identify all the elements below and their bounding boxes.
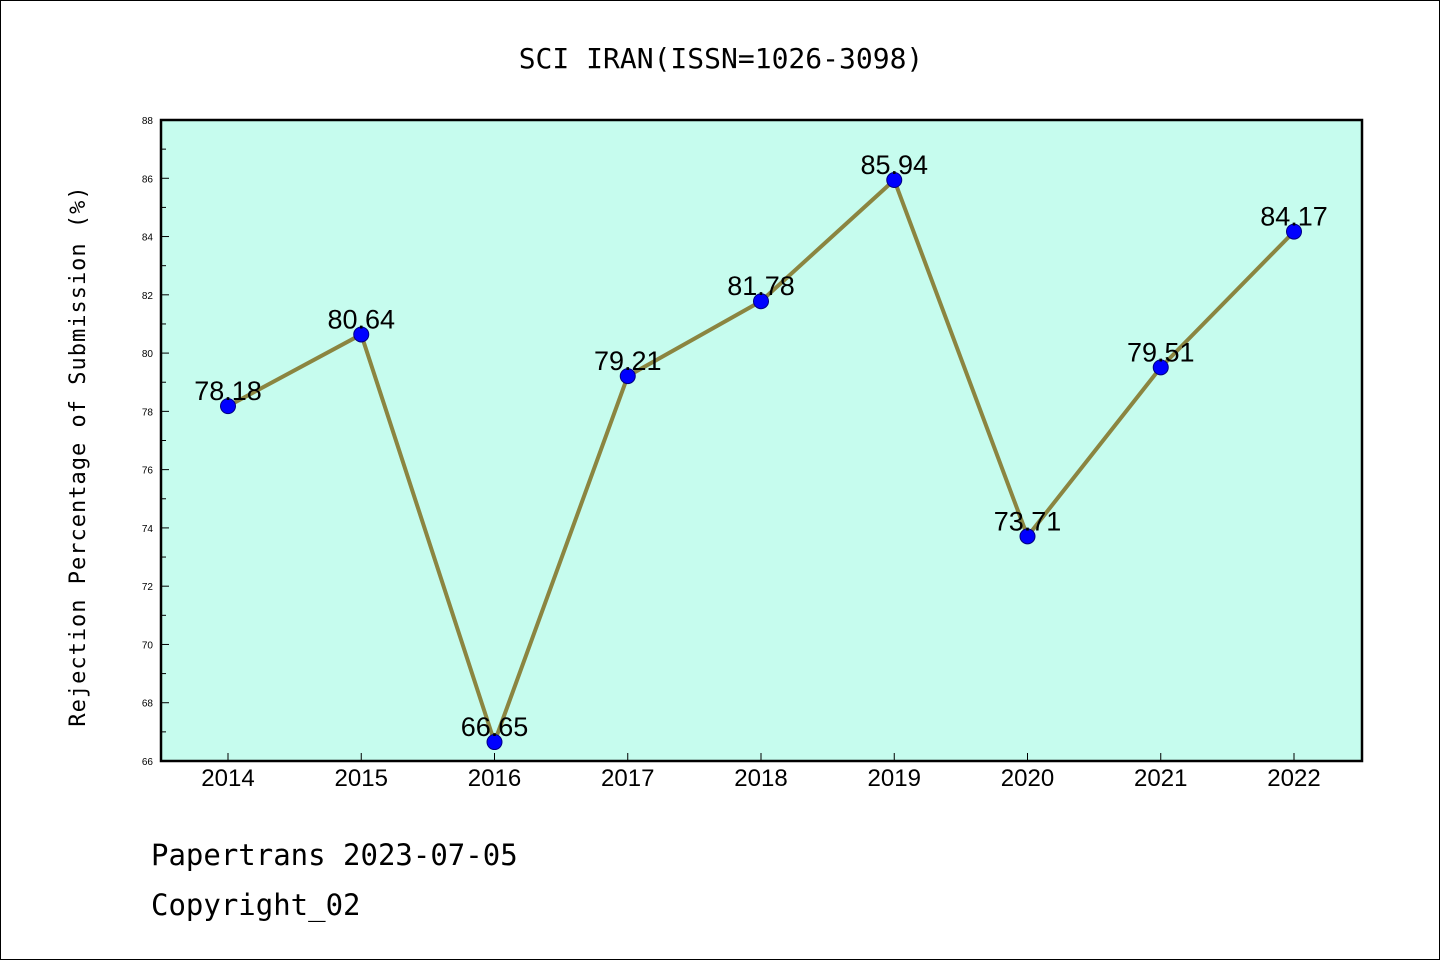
footer-date: Papertrans 2023-07-05	[151, 838, 518, 872]
y-tick-label: 74	[142, 524, 154, 535]
data-point	[486, 734, 503, 751]
y-tick-label: 76	[142, 466, 154, 477]
x-tick-label: 2021	[1134, 765, 1187, 792]
data-label: 78.18	[194, 376, 262, 406]
data-label: 81.78	[727, 271, 795, 301]
data-point	[220, 398, 236, 415]
data-point	[753, 293, 769, 310]
data-point	[1019, 528, 1036, 545]
footer-copyright: Copyright_02	[151, 888, 361, 923]
y-tick-label: 84	[142, 233, 154, 244]
y-tick-label: 86	[142, 174, 154, 185]
data-point	[886, 172, 903, 189]
plot-area	[159, 118, 1364, 763]
x-tick-label: 2019	[868, 765, 921, 792]
data-point	[353, 326, 370, 343]
chart-title: SCI IRAN(ISSN=1026-3098)	[519, 42, 924, 75]
y-tick-label: 80	[142, 349, 154, 360]
data-label: 73.71	[994, 506, 1062, 536]
x-axis: 2014 2015 2016 2017 2018 2019 2020 2021 2022	[201, 753, 1321, 792]
y-tick-label: 70	[142, 640, 154, 651]
x-tick-label: 2014	[201, 765, 254, 792]
y-tick-label: 82	[142, 291, 154, 302]
y-tick-label: 66	[142, 757, 154, 768]
data-point	[619, 368, 636, 385]
y-tick-label: 68	[142, 699, 154, 710]
x-tick-label: 2018	[734, 765, 787, 792]
y-tick-label: 88	[142, 116, 154, 127]
x-tick-label: 2015	[335, 765, 388, 792]
data-label: 66.65	[461, 712, 529, 742]
data-label: 79.51	[1127, 337, 1195, 367]
data-series: 78.18 80.64 66.65 79.21 81.78 85.94 73.71 79.51…	[194, 150, 1328, 751]
y-tick-label: 78	[142, 407, 154, 418]
data-label: 79.21	[594, 346, 662, 376]
y-axis: 66 68 70 72 74 76 78 80 82 84 86 88	[142, 116, 169, 768]
data-label: 84.17	[1260, 202, 1328, 232]
x-tick-label: 2017	[601, 765, 654, 792]
y-tick-label: 72	[142, 582, 154, 593]
data-point	[1286, 223, 1302, 240]
x-tick-label: 2022	[1267, 765, 1320, 792]
data-label: 80.64	[327, 304, 395, 334]
x-tick-label: 2020	[1001, 765, 1054, 792]
data-point	[1152, 359, 1169, 376]
data-label: 85.94	[860, 150, 928, 180]
x-tick-label: 2016	[468, 765, 521, 792]
y-axis-label: Rejection Percentage of Submission (%)	[66, 185, 91, 726]
